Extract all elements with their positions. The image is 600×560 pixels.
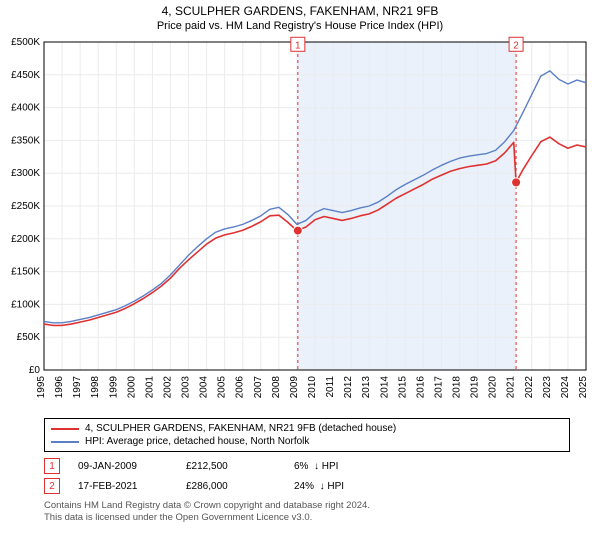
svg-text:£450K: £450K xyxy=(11,70,40,81)
svg-text:1: 1 xyxy=(295,40,301,51)
svg-text:2010: 2010 xyxy=(307,376,318,399)
svg-text:2012: 2012 xyxy=(343,376,354,399)
svg-text:2007: 2007 xyxy=(253,376,264,399)
svg-text:2023: 2023 xyxy=(542,376,553,399)
svg-text:2013: 2013 xyxy=(361,376,372,399)
svg-text:2014: 2014 xyxy=(379,376,390,399)
price-chart: £0 £50K £100K £150K £200K £250K £300K £350K £400… xyxy=(0,36,600,412)
svg-text:2021: 2021 xyxy=(506,376,517,399)
svg-text:2001: 2001 xyxy=(144,376,155,399)
svg-text:1999: 1999 xyxy=(108,376,119,399)
svg-text:£0: £0 xyxy=(29,365,41,376)
footer-attribution: Contains HM Land Registry data © Crown c… xyxy=(44,500,570,524)
svg-text:2009: 2009 xyxy=(289,376,300,399)
chart-subtitle: Price paid vs. HM Land Registry's House … xyxy=(0,18,600,36)
event-price: £286,000 xyxy=(186,481,276,492)
event-date: 17-FEB-2021 xyxy=(78,481,168,492)
legend-swatch-series2 xyxy=(51,441,79,443)
svg-text:2015: 2015 xyxy=(397,376,408,399)
event-marker-box: 1 xyxy=(44,458,60,474)
svg-text:2004: 2004 xyxy=(199,376,210,399)
svg-text:2000: 2000 xyxy=(126,376,137,399)
svg-text:1997: 1997 xyxy=(72,376,83,399)
events-table: 1 09-JAN-2009 £212,500 6% ↓ HPI 2 17-FEB-2021… xyxy=(44,456,570,496)
svg-text:1998: 1998 xyxy=(90,376,101,399)
svg-text:1995: 1995 xyxy=(36,376,47,399)
legend-label-series1: 4, SCULPHER GARDENS, FAKENHAM, NR21 9FB … xyxy=(85,423,396,434)
event-delta: 6% ↓ HPI xyxy=(294,461,338,472)
svg-text:2005: 2005 xyxy=(217,376,228,399)
event-row: 1 09-JAN-2009 £212,500 6% ↓ HPI xyxy=(44,456,570,476)
event-date: 09-JAN-2009 xyxy=(78,461,168,472)
chart-title: 4, SCULPHER GARDENS, FAKENHAM, NR21 9FB xyxy=(0,0,600,18)
svg-text:2017: 2017 xyxy=(433,376,444,399)
svg-text:2025: 2025 xyxy=(578,376,589,399)
svg-text:£200K: £200K xyxy=(11,234,40,245)
event-price: £212,500 xyxy=(186,461,276,472)
svg-text:2019: 2019 xyxy=(470,376,481,399)
svg-text:2016: 2016 xyxy=(415,376,426,399)
svg-text:2006: 2006 xyxy=(235,376,246,399)
event-row: 2 17-FEB-2021 £286,000 24% ↓ HPI xyxy=(44,476,570,496)
legend-swatch-series1 xyxy=(51,428,79,430)
legend-label-series2: HPI: Average price, detached house, Nort… xyxy=(85,436,309,447)
svg-text:£350K: £350K xyxy=(11,135,40,146)
svg-text:2018: 2018 xyxy=(452,376,463,399)
svg-text:£300K: £300K xyxy=(11,168,40,179)
svg-text:£250K: £250K xyxy=(11,201,40,212)
svg-text:2: 2 xyxy=(513,40,519,51)
svg-text:2020: 2020 xyxy=(488,376,499,399)
svg-text:£500K: £500K xyxy=(11,37,40,48)
svg-text:2002: 2002 xyxy=(162,376,173,399)
svg-text:2003: 2003 xyxy=(181,376,192,399)
svg-text:£400K: £400K xyxy=(11,103,40,114)
svg-text:2008: 2008 xyxy=(271,376,282,399)
svg-text:2022: 2022 xyxy=(524,376,535,399)
svg-text:£150K: £150K xyxy=(11,267,40,278)
event-marker-box: 2 xyxy=(44,478,60,494)
svg-text:2011: 2011 xyxy=(325,376,336,398)
svg-text:£100K: £100K xyxy=(11,299,40,310)
svg-text:£50K: £50K xyxy=(17,332,41,343)
event-delta: 24% ↓ HPI xyxy=(294,481,344,492)
legend: 4, SCULPHER GARDENS, FAKENHAM, NR21 9FB … xyxy=(44,418,570,452)
svg-text:1996: 1996 xyxy=(54,376,65,399)
svg-text:2024: 2024 xyxy=(560,376,571,399)
